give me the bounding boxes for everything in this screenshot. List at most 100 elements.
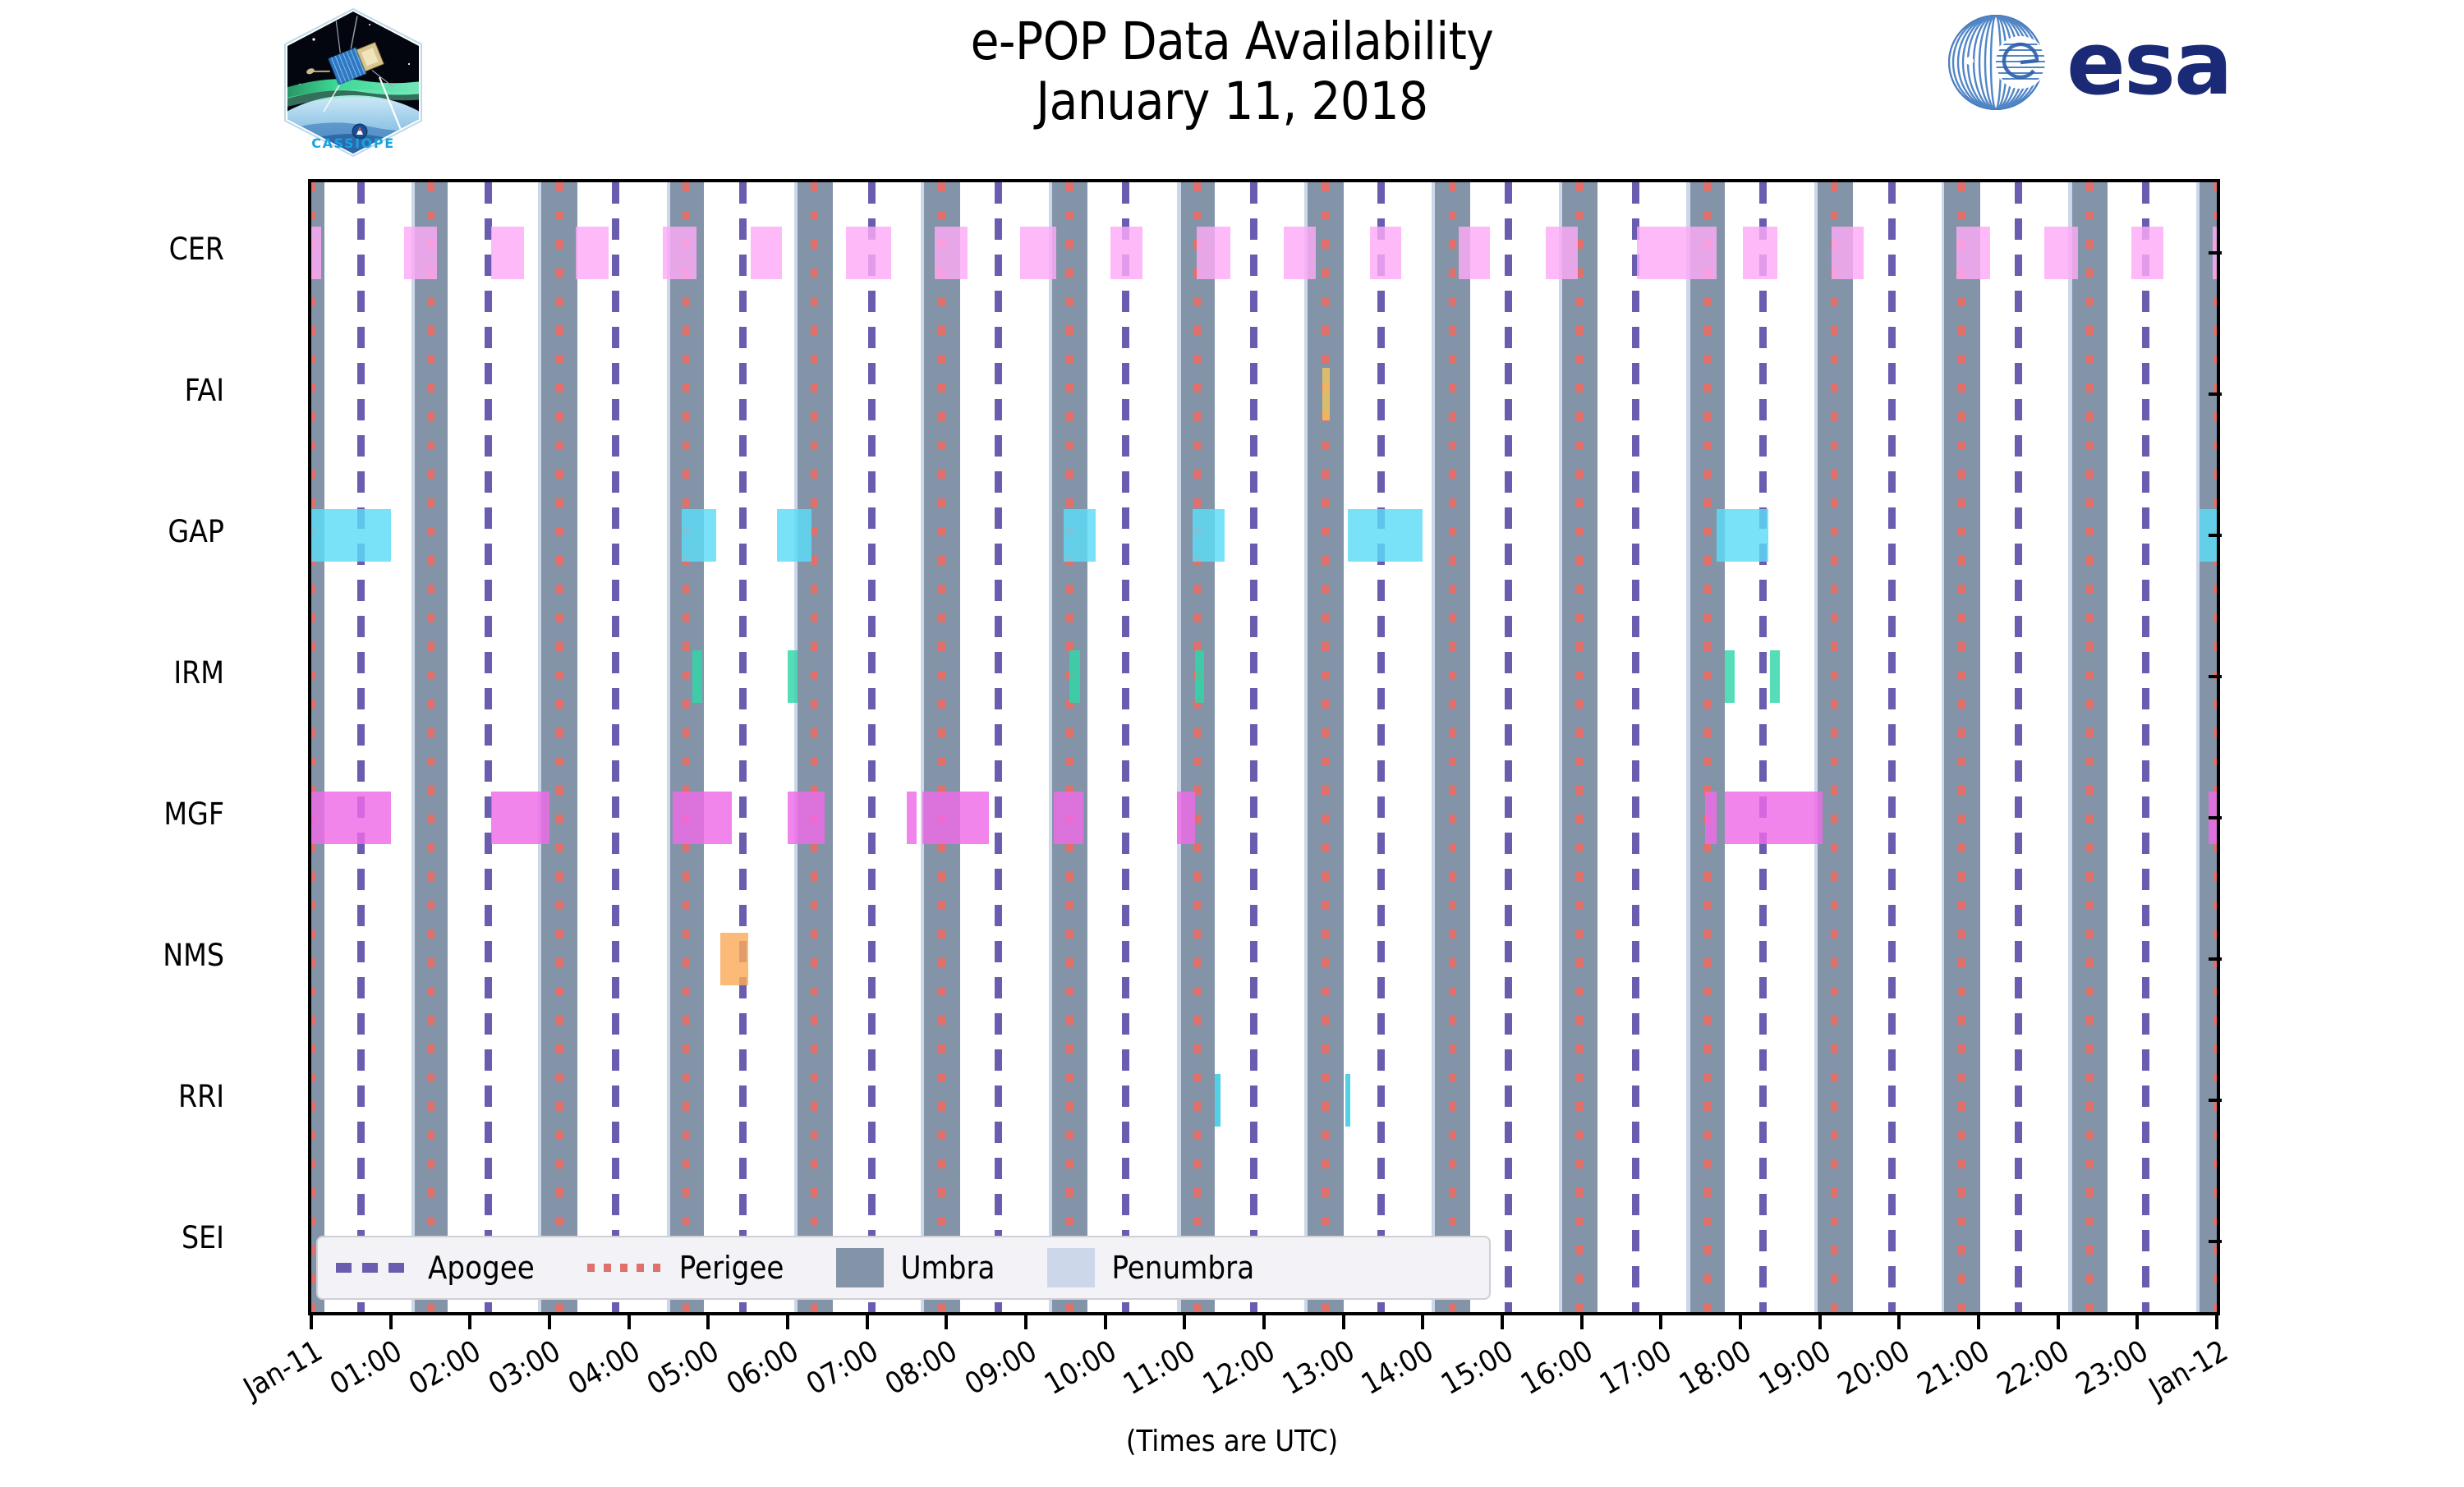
legend-item-perigee: Perigee: [586, 1250, 784, 1286]
y-tick-mark: [2209, 816, 2222, 819]
perigee-line: [1831, 182, 1839, 1312]
apogee-line: [484, 182, 492, 1312]
perigee-line: [937, 182, 945, 1312]
y-tick-label-fai: FAI: [184, 373, 224, 408]
y-tick-mark: [2209, 534, 2222, 537]
perigee-line: [1703, 182, 1712, 1312]
data-bar-cer: [1832, 227, 1864, 279]
data-bar-cer: [2044, 227, 2078, 279]
x-tick-mark: [706, 1315, 710, 1329]
x-tick-mark: [1183, 1315, 1187, 1329]
penumbra-band: [538, 182, 544, 1312]
data-bar-cer: [1020, 227, 1056, 279]
data-bar-cer: [1637, 227, 1717, 279]
data-bar-gap: [311, 509, 391, 562]
penumbra-band: [411, 182, 416, 1312]
perigee-line: [1322, 182, 1330, 1312]
x-tick-mark: [2215, 1315, 2218, 1329]
data-bar-mgf: [1053, 792, 1083, 844]
data-bar-cer: [404, 227, 437, 279]
data-bar-cer: [1742, 227, 1778, 279]
x-tick-mark: [468, 1315, 472, 1329]
data-bar-mgf: [788, 792, 825, 844]
penumbra-band: [2068, 182, 2074, 1312]
data-bar-cer: [491, 227, 525, 279]
penumbra-band: [1686, 182, 1692, 1312]
chart-plot-area: [308, 179, 2220, 1315]
x-tick-mark: [865, 1315, 869, 1329]
y-tick-label-rri: RRI: [177, 1079, 224, 1114]
penumbra-patch-icon: [1047, 1248, 1096, 1287]
data-bar-cer: [1284, 227, 1316, 279]
esa-logo: esa: [1945, 11, 2306, 114]
y-tick-label-irm: IRM: [173, 655, 224, 691]
apogee-line: [1250, 182, 1258, 1312]
legend-label-perigee: Perigee: [678, 1250, 784, 1286]
penumbra-band: [1431, 182, 1437, 1312]
data-bar-irm: [1194, 650, 1205, 703]
data-bar-gap: [1717, 509, 1768, 562]
x-tick-mark: [1501, 1315, 1504, 1329]
data-bar-gap: [2199, 509, 2217, 562]
x-tick-mark: [1818, 1315, 1822, 1329]
perigee-line: [1449, 182, 1457, 1312]
x-tick-mark: [2056, 1315, 2060, 1329]
data-bar-cer: [1546, 227, 1578, 279]
legend-item-umbra: Umbra: [836, 1248, 995, 1287]
apogee-line: [1632, 182, 1640, 1312]
data-bar-mgf: [1704, 792, 1717, 844]
data-bar-irm: [788, 650, 798, 703]
x-tick-mark: [1103, 1315, 1107, 1329]
perigee-line-icon: [586, 1264, 663, 1272]
x-tick-mark: [1897, 1315, 1901, 1329]
perigee-line: [2086, 182, 2094, 1312]
data-bar-cer: [575, 227, 609, 279]
cassiope-logo-caption: CASSIOPE: [311, 135, 394, 151]
data-bar-irm: [1769, 650, 1781, 703]
penumbra-band: [1941, 182, 1947, 1312]
x-tick-mark: [1262, 1315, 1266, 1329]
data-bar-cer: [1196, 227, 1231, 279]
penumbra-band: [667, 182, 671, 1312]
apogee-line: [612, 182, 620, 1312]
perigee-line: [427, 182, 434, 1312]
y-tick-label-nms: NMS: [163, 938, 224, 973]
x-tick-mark: [2135, 1315, 2140, 1329]
data-bar-cer: [663, 227, 696, 279]
penumbra-band: [1304, 182, 1309, 1312]
apogee-line-icon: [336, 1263, 411, 1273]
data-bar-cer: [1956, 227, 1991, 279]
y-tick-mark: [2209, 1240, 2222, 1243]
page-header: CASSIOPE e-POP Data Availability January…: [0, 0, 2464, 168]
data-bar-mgf: [311, 792, 391, 844]
x-tick-mark: [1024, 1315, 1027, 1329]
perigee-line: [683, 182, 691, 1312]
perigee-line: [555, 182, 563, 1312]
perigee-line: [1066, 182, 1074, 1312]
apogee-line: [738, 182, 747, 1312]
x-tick-mark: [945, 1315, 949, 1329]
penumbra-band: [1558, 182, 1564, 1312]
data-bar-cer: [1110, 227, 1143, 279]
data-bar-irm: [692, 650, 702, 703]
perigee-line: [1957, 182, 1965, 1312]
chart-plot-inner: [311, 182, 2217, 1312]
y-tick-label-cer: CER: [168, 232, 224, 267]
data-bar-fai: [1322, 368, 1331, 420]
y-tick-mark: [2209, 251, 2222, 255]
perigee-line: [311, 182, 315, 1312]
perigee-line: [1193, 182, 1201, 1312]
apogee-line: [356, 182, 365, 1312]
legend-item-apogee: Apogee: [336, 1250, 535, 1286]
y-tick-mark: [2209, 675, 2222, 678]
data-bar-cer: [750, 227, 783, 279]
y-tick-mark: [2209, 1099, 2222, 1102]
apogee-line: [867, 182, 876, 1312]
legend-label-penumbra: Penumbra: [1111, 1250, 1255, 1286]
apogee-line: [2142, 182, 2149, 1312]
apogee-line: [1759, 182, 1768, 1312]
data-bar-mgf: [672, 792, 733, 844]
y-tick-label-mgf: MGF: [163, 796, 224, 832]
data-bar-nms: [719, 933, 748, 985]
data-bar-mgf: [922, 792, 989, 844]
